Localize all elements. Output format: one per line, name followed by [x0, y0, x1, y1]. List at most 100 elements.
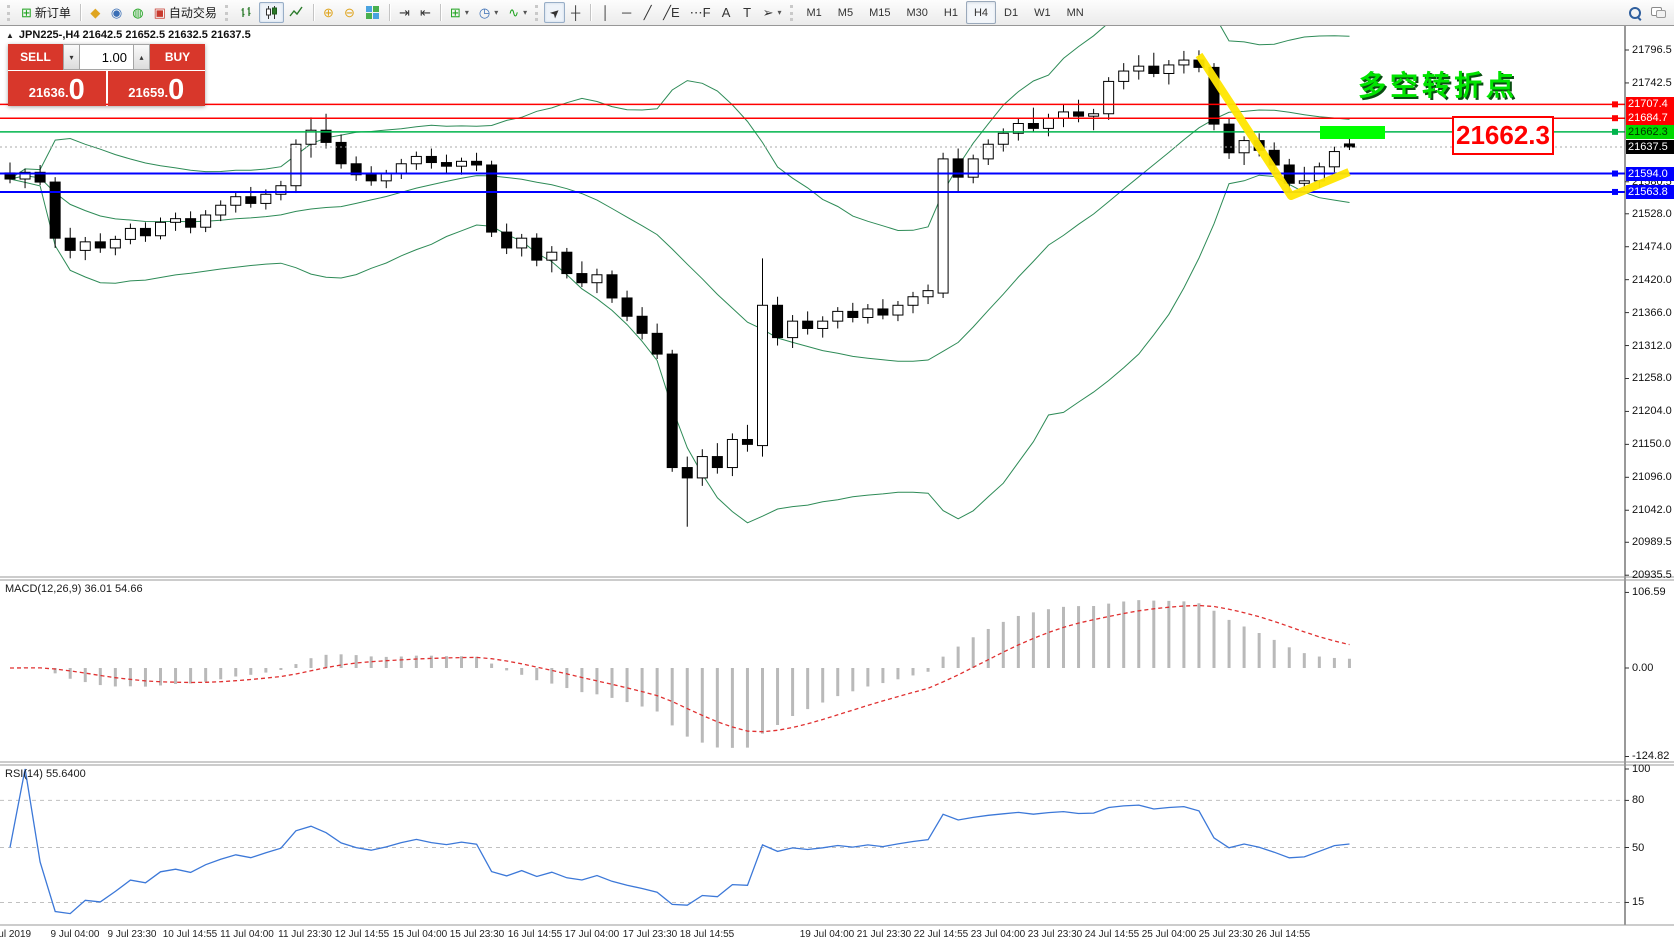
trendline-tool-button[interactable]: ╱ [637, 2, 658, 23]
text-label-tool-button[interactable]: T [737, 2, 758, 23]
buy-button[interactable]: BUY [150, 44, 205, 70]
candle-up [1012, 123, 1024, 134]
collapse-pane-icon[interactable]: ▲ [6, 30, 14, 40]
price-tick: 21528.0 [1632, 207, 1672, 220]
price-tick: 21258.0 [1632, 372, 1672, 385]
zoom-in-icon: ⊕ [322, 5, 334, 20]
zoom-in-button[interactable]: ⊕ [318, 2, 339, 23]
price-tick: 21742.5 [1632, 76, 1672, 89]
candle-up [109, 238, 121, 249]
zoom-out-icon: ⊖ [343, 5, 355, 20]
bollinger-bands-layer [9, 0, 1350, 524]
new-order-button[interactable]: ⊞ 新订单 [16, 2, 76, 23]
volume-increase-button[interactable]: ▴ [133, 44, 150, 70]
new-chart-button[interactable]: ⊞ ▾ [445, 2, 474, 23]
horizontal-line-icon: ─ [622, 5, 632, 20]
price-line-tag: 21662.3 [1626, 124, 1674, 139]
candle-up [305, 129, 317, 145]
buy-price: 21659. [128, 85, 169, 101]
candle-up [757, 304, 768, 447]
time-label: 9 Jul 23:30 [107, 929, 157, 940]
candle-up [982, 143, 994, 160]
line-chart-type-button[interactable] [284, 2, 309, 23]
mql5-button[interactable]: ◆ [85, 2, 106, 23]
tile-windows-button[interactable] [360, 2, 385, 23]
price-tick: 21796.5 [1632, 44, 1672, 56]
volume-decrease-button[interactable]: ▾ [63, 44, 80, 70]
timeframe-M1[interactable]: M1 [806, 6, 822, 19]
candle-up [546, 251, 558, 261]
time-label: 24 Jul 14:55 [1084, 929, 1140, 940]
timeframe-M5[interactable]: M5 [837, 6, 854, 19]
sell-price-pips: 0 [68, 74, 85, 107]
time-label: 15 Jul 04:00 [392, 929, 448, 940]
timeframe-H1[interactable]: H1 [943, 6, 958, 19]
autotrade-button[interactable]: ▣ 自动交易 [149, 2, 222, 23]
timeframe-H4[interactable]: H4 [965, 1, 996, 24]
macd-tick: 0.00 [1632, 662, 1654, 674]
timeframes-dropdown-button[interactable]: ◷ ▾ [474, 2, 503, 23]
buy-price-box[interactable]: 21659. 0 [107, 71, 205, 106]
signals-button[interactable]: ◍ [127, 2, 148, 23]
sell-price-box[interactable]: 21636. 0 [8, 71, 106, 106]
horizontal-line-tool-button[interactable]: ─ [616, 2, 637, 23]
turning-point-annotation[interactable]: 多空转折点 [1358, 70, 1519, 101]
time-label: 22 Jul 14:55 [913, 929, 969, 940]
candle-down [847, 310, 859, 318]
toolbar-grip[interactable] [789, 4, 796, 21]
timeframe-W1[interactable]: W1 [1034, 6, 1051, 19]
time-label: 11 Jul 23:30 [278, 929, 332, 940]
timeframe-M30[interactable]: M30 [906, 6, 928, 19]
cursor-tool-button[interactable]: ➤ [544, 2, 566, 23]
chart-shift-icon: ⇤ [419, 5, 431, 20]
toolbar-grip[interactable] [7, 4, 13, 21]
candle-down [139, 227, 151, 237]
candle-down [621, 297, 633, 317]
text-tool-button[interactable]: A [716, 2, 737, 23]
timeframe-M15[interactable]: M15 [869, 6, 891, 19]
signals-broadcast-icon: ◍ [132, 5, 144, 20]
candle-down [1027, 123, 1039, 129]
chat-button[interactable] [1646, 2, 1670, 23]
candle-up [922, 290, 934, 298]
channel-tool-button[interactable]: ╱E [658, 2, 685, 23]
fibonacci-tool-button[interactable]: ⋯F [685, 2, 716, 23]
toolbar-grip[interactable] [224, 4, 231, 21]
vertical-line-tool-button[interactable]: │ [595, 2, 616, 23]
price-tick: 20935.5 [1632, 569, 1672, 582]
bar-chart-type-button[interactable] [234, 2, 259, 23]
auto-scroll-button[interactable]: ⇥ [394, 2, 415, 23]
time-label: 23 Jul 23:30 [1027, 929, 1083, 940]
time-label: 18 Jul 14:55 [679, 929, 735, 940]
price-line-tag: 21707.4 [1626, 97, 1674, 112]
search-button[interactable] [1624, 2, 1646, 23]
candle-down [185, 218, 197, 228]
volume-input[interactable]: 1.00 [80, 44, 133, 70]
candle-up [817, 320, 829, 329]
arrows-tool-button[interactable]: ➢ ▾ [758, 2, 787, 23]
price-callout-box[interactable]: 21662.3 [1452, 116, 1554, 155]
community-button[interactable]: ◉ [106, 2, 127, 23]
crosshair-tool-button[interactable]: ┼ [565, 2, 586, 23]
candle-up [200, 214, 212, 228]
yellow-zigzag-annotation [1195, 52, 1351, 200]
rsi-line [9, 768, 1350, 915]
candle-up [726, 438, 738, 469]
zoom-out-button[interactable]: ⊖ [339, 2, 360, 23]
macd-signal-line [9, 604, 1350, 733]
cursor-pointer-icon: ➤ [546, 3, 564, 22]
timeframe-D1[interactable]: D1 [1004, 6, 1019, 19]
candle-up [410, 155, 422, 165]
chart-shift-button[interactable]: ⇤ [415, 2, 436, 23]
sell-button[interactable]: SELL [8, 44, 63, 70]
fibonacci-icon: ⋯F [689, 5, 711, 20]
indicators-dropdown-button[interactable]: ∿ ▾ [503, 2, 532, 23]
candle-up [170, 218, 182, 223]
candlestick-type-button[interactable] [258, 2, 284, 23]
candle-up [862, 308, 874, 318]
rsi-tick: 100 [1632, 763, 1651, 775]
time-label: 8 Jul 2019 [0, 929, 32, 940]
toolbar-grip[interactable] [535, 4, 541, 21]
timeframe-MN[interactable]: MN [1066, 6, 1084, 19]
